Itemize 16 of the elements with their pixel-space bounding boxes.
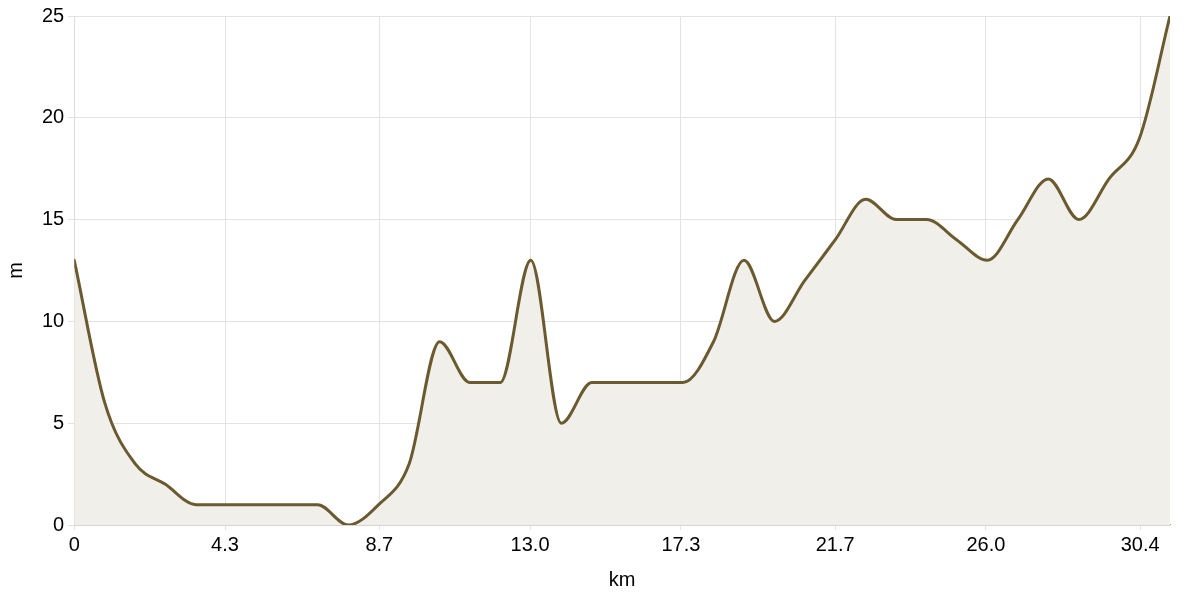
- x-tick-label: 13.0: [510, 532, 550, 555]
- x-tick-label: 0: [68, 532, 80, 555]
- x-tick-label: 17.3: [661, 532, 701, 555]
- y-axis-title: m: [3, 262, 26, 279]
- x-axis-title: km: [608, 567, 636, 590]
- y-tick-label: 25: [42, 3, 65, 26]
- x-tick-label: 26.0: [966, 532, 1006, 555]
- y-tick-label: 0: [53, 512, 65, 535]
- x-tick-label: 4.3: [211, 532, 239, 555]
- x-tick-label: 8.7: [365, 532, 394, 555]
- y-tick-label: 20: [42, 105, 65, 128]
- y-tick-label: 15: [42, 207, 65, 230]
- x-tick-label: 21.7: [815, 532, 855, 555]
- y-tick-label: 10: [42, 308, 65, 331]
- y-tick-label: 5: [53, 410, 65, 433]
- x-tick-label: 30.4: [1120, 532, 1160, 555]
